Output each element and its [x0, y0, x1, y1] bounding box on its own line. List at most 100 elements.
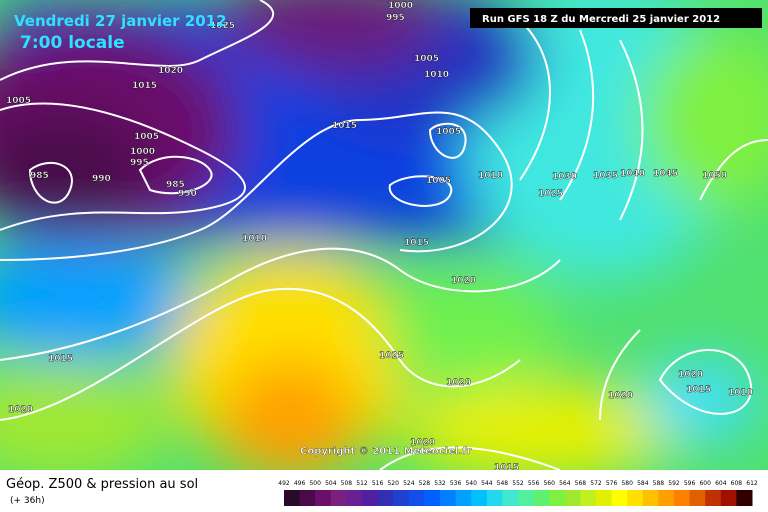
legend-tick-label: 608	[731, 480, 743, 487]
isobar-label: 1005	[436, 127, 461, 137]
legend-tick-label: 584	[637, 480, 649, 487]
isobar-label: 1010	[478, 171, 503, 181]
legend-swatch	[549, 490, 566, 506]
isobar-label: 1015	[494, 463, 519, 473]
legend-swatch	[502, 490, 519, 506]
legend-swatch	[642, 490, 659, 506]
legend-swatch	[736, 490, 753, 506]
legend-tick-label: 552	[512, 480, 524, 487]
legend-tick-label: 520	[387, 480, 399, 487]
legend-tick-label: 500	[309, 480, 321, 487]
legend-swatch	[580, 490, 597, 506]
time-title: 7:00 locale	[20, 33, 125, 53]
legend-tick-label: 600	[699, 480, 711, 487]
isobar-label: 1005	[6, 96, 31, 106]
legend-tick-label: 528	[419, 480, 431, 487]
run-box	[470, 8, 762, 28]
legend-swatch	[471, 490, 488, 506]
run-label: Run GFS 18 Z du Mercredi 25 janvier 2012	[482, 14, 720, 25]
isobar-label: 1020	[158, 66, 183, 76]
legend-swatch	[674, 490, 691, 506]
map-field: 1025100099510051010102010151005100510009…	[0, 0, 768, 473]
legend: 492 496 500 504 508 512 516 520 524 528 532 536 540 5…	[278, 480, 758, 506]
legend-swatch	[408, 490, 425, 506]
isobar-label: 990	[92, 174, 111, 184]
date-title: Vendredi 27 janvier 2012	[14, 12, 227, 30]
isobar-label: 995	[130, 158, 149, 168]
legend-swatch	[330, 490, 347, 506]
legend-tick-label: 612	[746, 480, 758, 487]
legend-tick-label: 564	[559, 480, 571, 487]
isobar-label: 1010	[242, 234, 267, 244]
legend-swatch	[720, 490, 737, 506]
isobar-label: 1025	[538, 189, 563, 199]
legend-swatch	[346, 490, 363, 506]
legend-tick-label: 548	[497, 480, 509, 487]
isobar-label: 1000	[388, 1, 413, 11]
legend-tick-label: 572	[590, 480, 602, 487]
legend-tick-label: 544	[481, 480, 493, 487]
isobar-label: 1015	[332, 121, 357, 131]
legend-swatch	[362, 490, 379, 506]
legend-swatch	[393, 490, 410, 506]
legend-tick-label: 596	[684, 480, 696, 487]
legend-swatch	[564, 490, 581, 506]
legend-tick-label: 604	[715, 480, 727, 487]
isobar-label: 1015	[404, 238, 429, 248]
legend-tick-label: 532	[434, 480, 446, 487]
isobar-label: 1010	[424, 70, 449, 80]
isobars	[0, 0, 768, 470]
legend-tick-label: 592	[668, 480, 680, 487]
isobar-label: 1015	[48, 354, 73, 364]
legend-tick-label: 516	[372, 480, 384, 487]
isobar-label: 1005	[426, 176, 451, 186]
isobar-label: 1005	[134, 132, 159, 142]
isobar-label: 1025	[379, 351, 404, 361]
legend-tick-label: 508	[341, 480, 353, 487]
isobar-label: 1020	[8, 405, 33, 415]
legend-swatch	[596, 490, 613, 506]
isobar-label: 1020	[410, 438, 435, 448]
isobar-label: 990	[178, 189, 197, 199]
copyright: Copyright © 2011 Meteociel.fr	[300, 446, 471, 457]
legend-swatch	[377, 490, 394, 506]
isobar-label: 995	[386, 13, 405, 23]
legend-tick-label: 560	[543, 480, 555, 487]
legend-swatch	[299, 490, 316, 506]
footer-subtitle: (+ 36h)	[10, 496, 45, 506]
legend-tick-label: 556	[528, 480, 540, 487]
isobar-label: 1035	[593, 171, 618, 181]
isobar-label: 1000	[130, 147, 155, 157]
isobar-label: 1045	[653, 169, 678, 179]
legend-swatch	[627, 490, 644, 506]
isobar-label: 1020	[446, 378, 471, 388]
legend-swatch	[533, 490, 550, 506]
legend-tick-label: 492	[278, 480, 290, 487]
legend-swatch	[705, 490, 722, 506]
legend-tick-label: 588	[653, 480, 665, 487]
isobar-label: 1020	[608, 391, 633, 401]
isobar-label: 985	[30, 171, 49, 181]
isobar-label: 1015	[686, 385, 711, 395]
isobar-label: 1020	[451, 276, 476, 286]
legend-swatch	[315, 490, 332, 506]
legend-tick-label: 496	[294, 480, 306, 487]
legend-tick-label: 536	[450, 480, 462, 487]
legend-swatch	[658, 490, 675, 506]
legend-tick-label: 504	[325, 480, 337, 487]
legend-swatch	[455, 490, 472, 506]
isobar-label: 1015	[132, 81, 157, 91]
footer-title: Géop. Z500 & pression au sol	[6, 477, 198, 492]
isobar-label: 1005	[414, 54, 439, 64]
isobar-label: 1030	[552, 172, 577, 182]
legend-swatch	[611, 490, 628, 506]
isobar-label: 985	[166, 180, 185, 190]
legend-swatch	[440, 490, 457, 506]
isobar-label: 1025	[210, 21, 235, 31]
isobar-label: 1010	[728, 388, 753, 398]
legend-tick-label: 524	[403, 480, 415, 487]
legend-tick-label: 580	[621, 480, 633, 487]
isobar-label: 1040	[620, 169, 645, 179]
isobar-label: 1050	[702, 171, 727, 181]
